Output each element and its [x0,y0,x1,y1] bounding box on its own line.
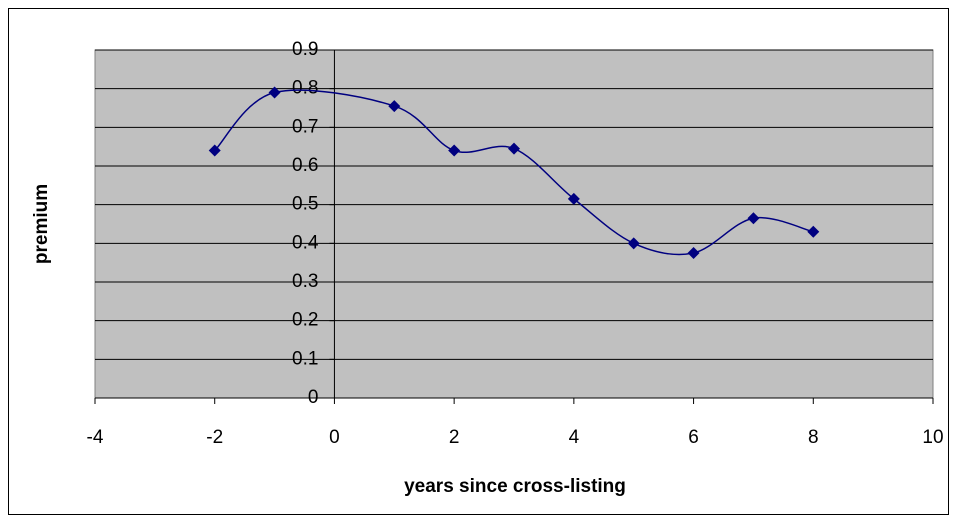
y-tick-label: 0.3 [292,271,318,292]
y-tick-label: 0.7 [292,116,318,137]
y-tick-label: 0.2 [292,310,318,331]
marker [747,212,760,225]
marker [448,144,461,157]
marker [567,192,580,205]
y-tick-label: 0.4 [292,232,319,253]
y-tick-label: 0.8 [292,78,318,99]
y-tick-label: 0.1 [292,348,318,369]
series-line [214,89,814,256]
marker [388,100,401,113]
x-tick-label: 4 [569,427,580,448]
x-axis-title: years since cross-listing [404,476,626,497]
x-tick-label: 6 [688,427,699,448]
x-tick-label: 2 [449,427,460,448]
marker [268,86,281,99]
marker [627,237,640,250]
y-axis-title: premium [31,184,52,264]
marker [208,144,221,157]
x-tick-label: 10 [922,427,943,448]
y-tick-label: 0.9 [292,39,318,60]
marker [807,225,820,238]
x-tick-label: 0 [329,427,340,448]
x-tick-label: -4 [87,427,104,448]
marker [687,247,700,259]
y-tick-label: 0.6 [292,155,318,176]
y-tick-label: 0.5 [292,194,318,215]
marker [508,142,520,155]
x-tick-label: 8 [808,427,819,448]
plot-area [94,49,934,399]
x-tick-label: -2 [206,427,223,448]
